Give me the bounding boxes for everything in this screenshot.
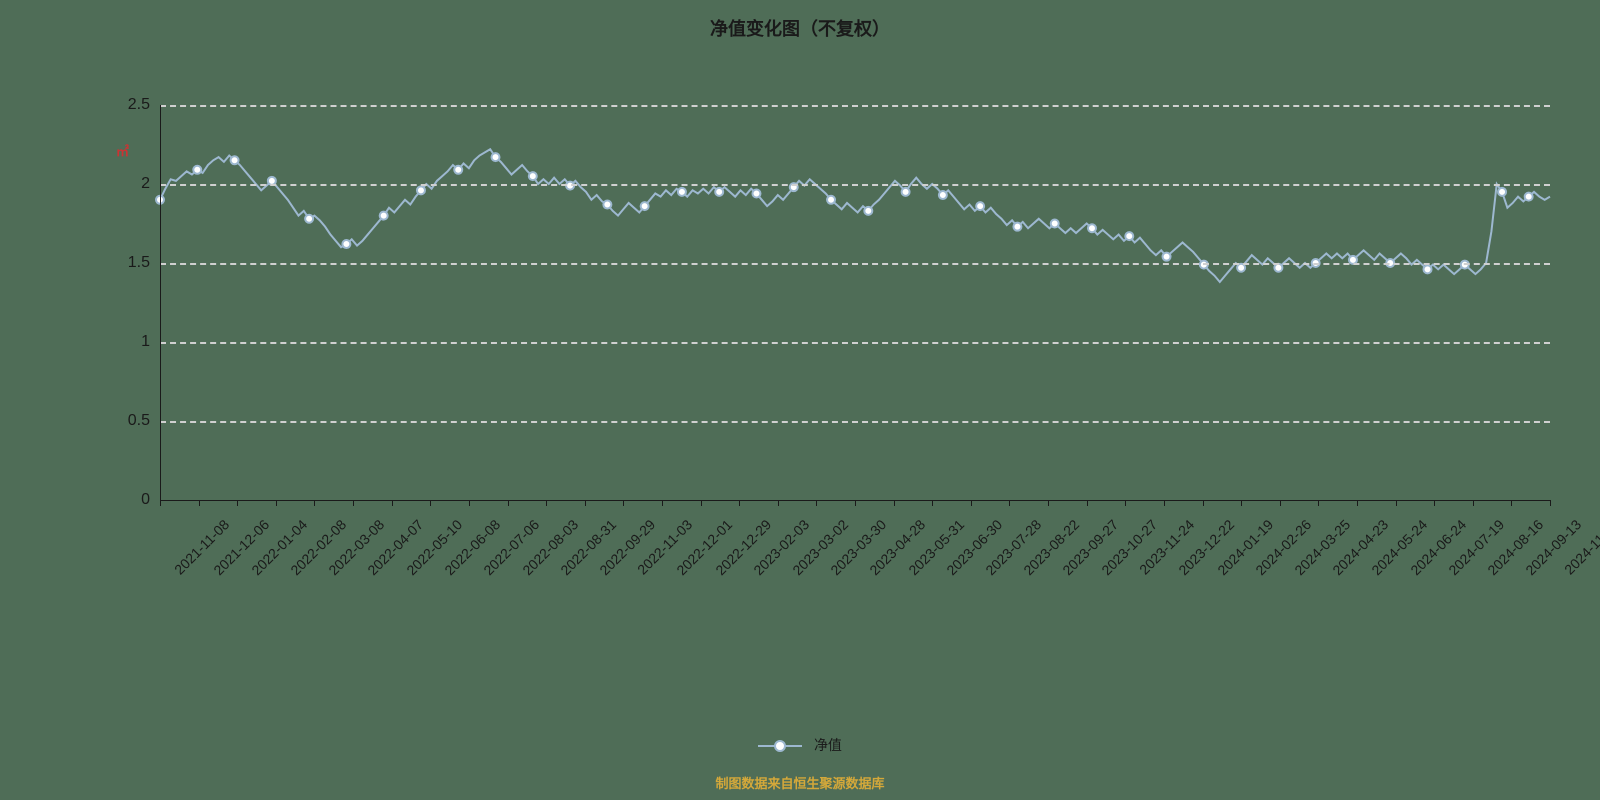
- x-axis-tick: [739, 500, 740, 506]
- grid-line: [160, 342, 1550, 344]
- chart-plot-area: ㎡ 00.511.522.52021-11-082021-12-062022-0…: [160, 105, 1550, 500]
- x-axis-tick: [1396, 500, 1397, 506]
- y-axis-line: [160, 105, 161, 500]
- grid-line: [160, 184, 1550, 186]
- x-axis-tick: [1009, 500, 1010, 506]
- x-axis-tick: [1511, 500, 1512, 506]
- x-axis-tick: [1550, 500, 1551, 506]
- x-axis-tick: [199, 500, 200, 506]
- x-axis-tick: [855, 500, 856, 506]
- x-axis-tick: [1125, 500, 1126, 506]
- chart-container: 净值变化图（不复权） ㎡ 00.511.522.52021-11-082021-…: [0, 0, 1600, 800]
- legend-line-sample: [758, 745, 802, 747]
- series-marker: [976, 202, 984, 210]
- series-marker: [902, 188, 910, 196]
- series-marker: [1525, 193, 1533, 201]
- grid-line: [160, 421, 1550, 423]
- x-axis-tick: [1087, 500, 1088, 506]
- series-marker: [380, 212, 388, 220]
- series-marker: [752, 189, 760, 197]
- series-marker: [231, 156, 239, 164]
- x-axis-tick: [353, 500, 354, 506]
- series-marker: [1125, 232, 1133, 240]
- legend-label: 净值: [814, 737, 842, 753]
- x-axis-tick: [1434, 500, 1435, 506]
- x-axis-tick: [276, 500, 277, 506]
- chart-footer: 制图数据来自恒生聚源数据库: [0, 773, 1600, 792]
- series-marker: [1163, 253, 1171, 261]
- series-marker: [417, 186, 425, 194]
- series-marker: [603, 201, 611, 209]
- y-axis-tick-label: 2.5: [128, 96, 150, 114]
- x-axis-tick: [971, 500, 972, 506]
- series-marker: [864, 207, 872, 215]
- y-axis-tick-label: 1: [141, 333, 150, 351]
- series-marker: [1424, 265, 1432, 273]
- x-axis-tick: [1241, 500, 1242, 506]
- series-marker: [939, 191, 947, 199]
- series-marker: [1051, 220, 1059, 228]
- legend-marker: [774, 740, 786, 752]
- page-title: 净值变化图（不复权）: [0, 15, 1600, 41]
- x-axis-tick: [1203, 500, 1204, 506]
- series-marker: [1088, 224, 1096, 232]
- series-marker: [1498, 188, 1506, 196]
- x-axis-tick: [160, 500, 161, 506]
- y-axis-unit: ㎡: [116, 141, 129, 160]
- y-axis-tick-label: 0: [141, 491, 150, 509]
- x-axis-tick: [469, 500, 470, 506]
- x-axis-tick: [508, 500, 509, 506]
- series-marker: [454, 166, 462, 174]
- x-axis-tick: [585, 500, 586, 506]
- legend: 净值: [0, 735, 1600, 755]
- x-axis-tick: [1280, 500, 1281, 506]
- series-marker: [678, 188, 686, 196]
- series-marker: [641, 202, 649, 210]
- x-axis-tick: [816, 500, 817, 506]
- x-axis-tick: [314, 500, 315, 506]
- series-marker: [193, 166, 201, 174]
- x-axis-tick: [430, 500, 431, 506]
- series-marker: [827, 196, 835, 204]
- x-axis-tick: [1357, 500, 1358, 506]
- x-axis-tick: [623, 500, 624, 506]
- x-axis-tick: [1473, 500, 1474, 506]
- x-axis-tick: [894, 500, 895, 506]
- x-axis-tick: [1318, 500, 1319, 506]
- series-marker: [492, 153, 500, 161]
- series-marker: [342, 240, 350, 248]
- x-axis-tick: [546, 500, 547, 506]
- y-axis-tick-label: 1.5: [128, 254, 150, 272]
- y-axis-tick-label: 0.5: [128, 412, 150, 430]
- x-axis-tick: [778, 500, 779, 506]
- grid-line: [160, 105, 1550, 107]
- x-axis-tick: [662, 500, 663, 506]
- y-axis-tick-label: 2: [141, 175, 150, 193]
- series-marker: [715, 188, 723, 196]
- series-marker: [529, 172, 537, 180]
- x-axis-tick: [1164, 500, 1165, 506]
- x-axis-tick: [932, 500, 933, 506]
- x-axis-tick: [1048, 500, 1049, 506]
- grid-line: [160, 263, 1550, 265]
- x-axis-tick: [701, 500, 702, 506]
- series-marker: [1013, 223, 1021, 231]
- x-axis-tick: [392, 500, 393, 506]
- series-marker: [305, 215, 313, 223]
- x-axis-tick: [237, 500, 238, 506]
- line-chart-svg: [160, 105, 1550, 500]
